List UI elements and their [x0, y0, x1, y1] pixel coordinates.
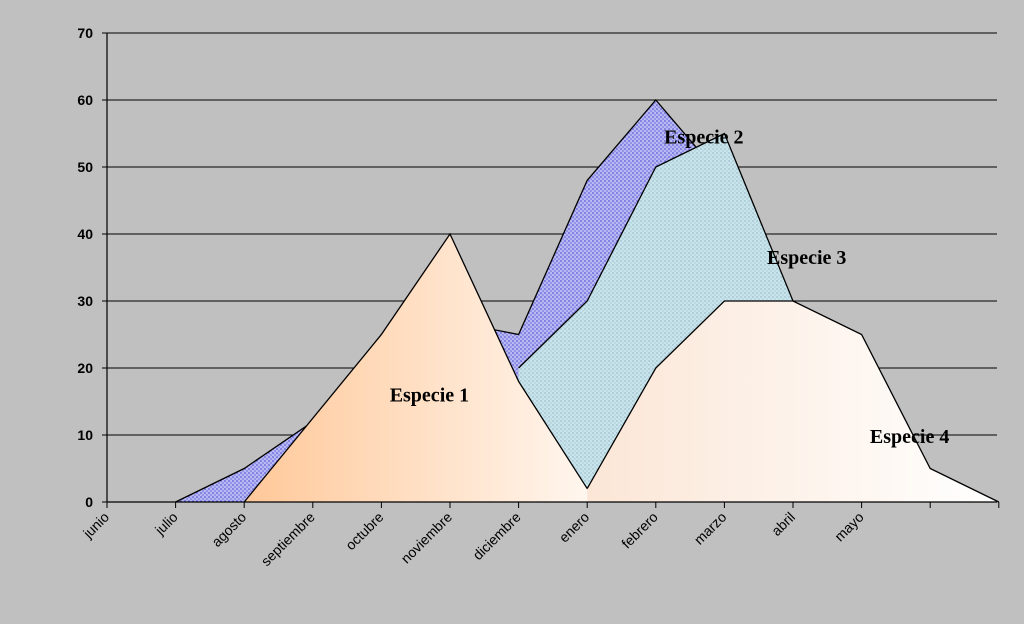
y-tick-label: 0 [85, 494, 93, 510]
x-tick-label: diciembre [469, 509, 523, 563]
y-tick-label: 10 [77, 427, 93, 443]
x-tick-label: noviembre [398, 509, 456, 567]
y-tick-label: 30 [77, 293, 93, 309]
series-label: Especie 2 [664, 127, 743, 149]
y-tick-label: 40 [77, 226, 93, 242]
x-tick-label: enero [556, 509, 593, 546]
y-tick-label: 60 [77, 92, 93, 108]
x-tick-label: agosto [208, 509, 249, 550]
x-tick-label: mayo [831, 509, 867, 545]
x-tick-label: septiembre [258, 509, 318, 569]
x-tick-label: febrero [618, 509, 661, 552]
x-tick-label: abril [768, 509, 798, 539]
series-label: Especie 3 [767, 247, 846, 269]
y-tick-label: 20 [77, 360, 93, 376]
area-series-4 [587, 301, 999, 502]
x-tick-label: julio [151, 509, 181, 539]
series-label: Especie 1 [390, 385, 469, 407]
y-tick-label: 50 [77, 159, 93, 175]
x-tick-label: junio [79, 509, 112, 542]
y-tick-label: 70 [77, 25, 93, 41]
area-outline [586, 300, 1000, 503]
series-label: Especie 4 [870, 426, 949, 448]
x-tick-label: marzo [691, 509, 730, 548]
labels: Especie 2 Especie 3 Especie 1 Especie 4 [390, 127, 950, 448]
areas [175, 98, 1000, 503]
x-tick-label: octubre [342, 509, 386, 553]
